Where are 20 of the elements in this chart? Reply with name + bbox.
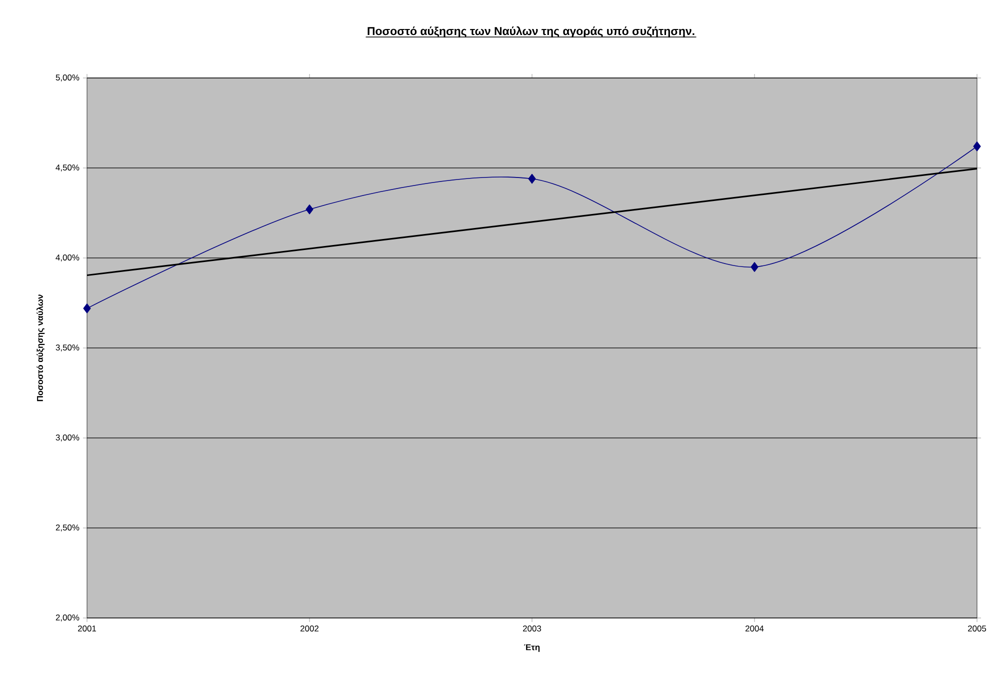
- y-tick-label: 2,50%: [56, 524, 80, 532]
- point: [306, 204, 314, 214]
- x-axis-title: Έτη: [524, 644, 540, 652]
- y-axis-title: Ποσοστό αύξησης ναύλων: [36, 294, 45, 402]
- y-tick-label: 5,00%: [56, 74, 80, 82]
- point: [750, 262, 758, 272]
- point: [528, 174, 536, 184]
- point: [973, 141, 981, 152]
- y-tick-label: 4,00%: [56, 254, 80, 262]
- x-tick-label: 2003: [523, 626, 542, 632]
- x-tick-label: 2005: [968, 626, 986, 632]
- point: [83, 303, 91, 314]
- chart-title: Ποσοστό αύξησης των Ναύλων της αγοράς υπό συζήτησην.: [368, 26, 694, 38]
- y-tick-label: 3,50%: [56, 344, 80, 352]
- x-tick-label: 2002: [300, 626, 318, 632]
- y-tick-label: 4,50%: [56, 164, 80, 172]
- y-tick-label: 2,00%: [56, 614, 80, 622]
- y-tick-label: 3,00%: [56, 434, 80, 442]
- x-tick-label: 2001: [78, 626, 96, 632]
- x-tick-label: 2004: [746, 626, 764, 632]
